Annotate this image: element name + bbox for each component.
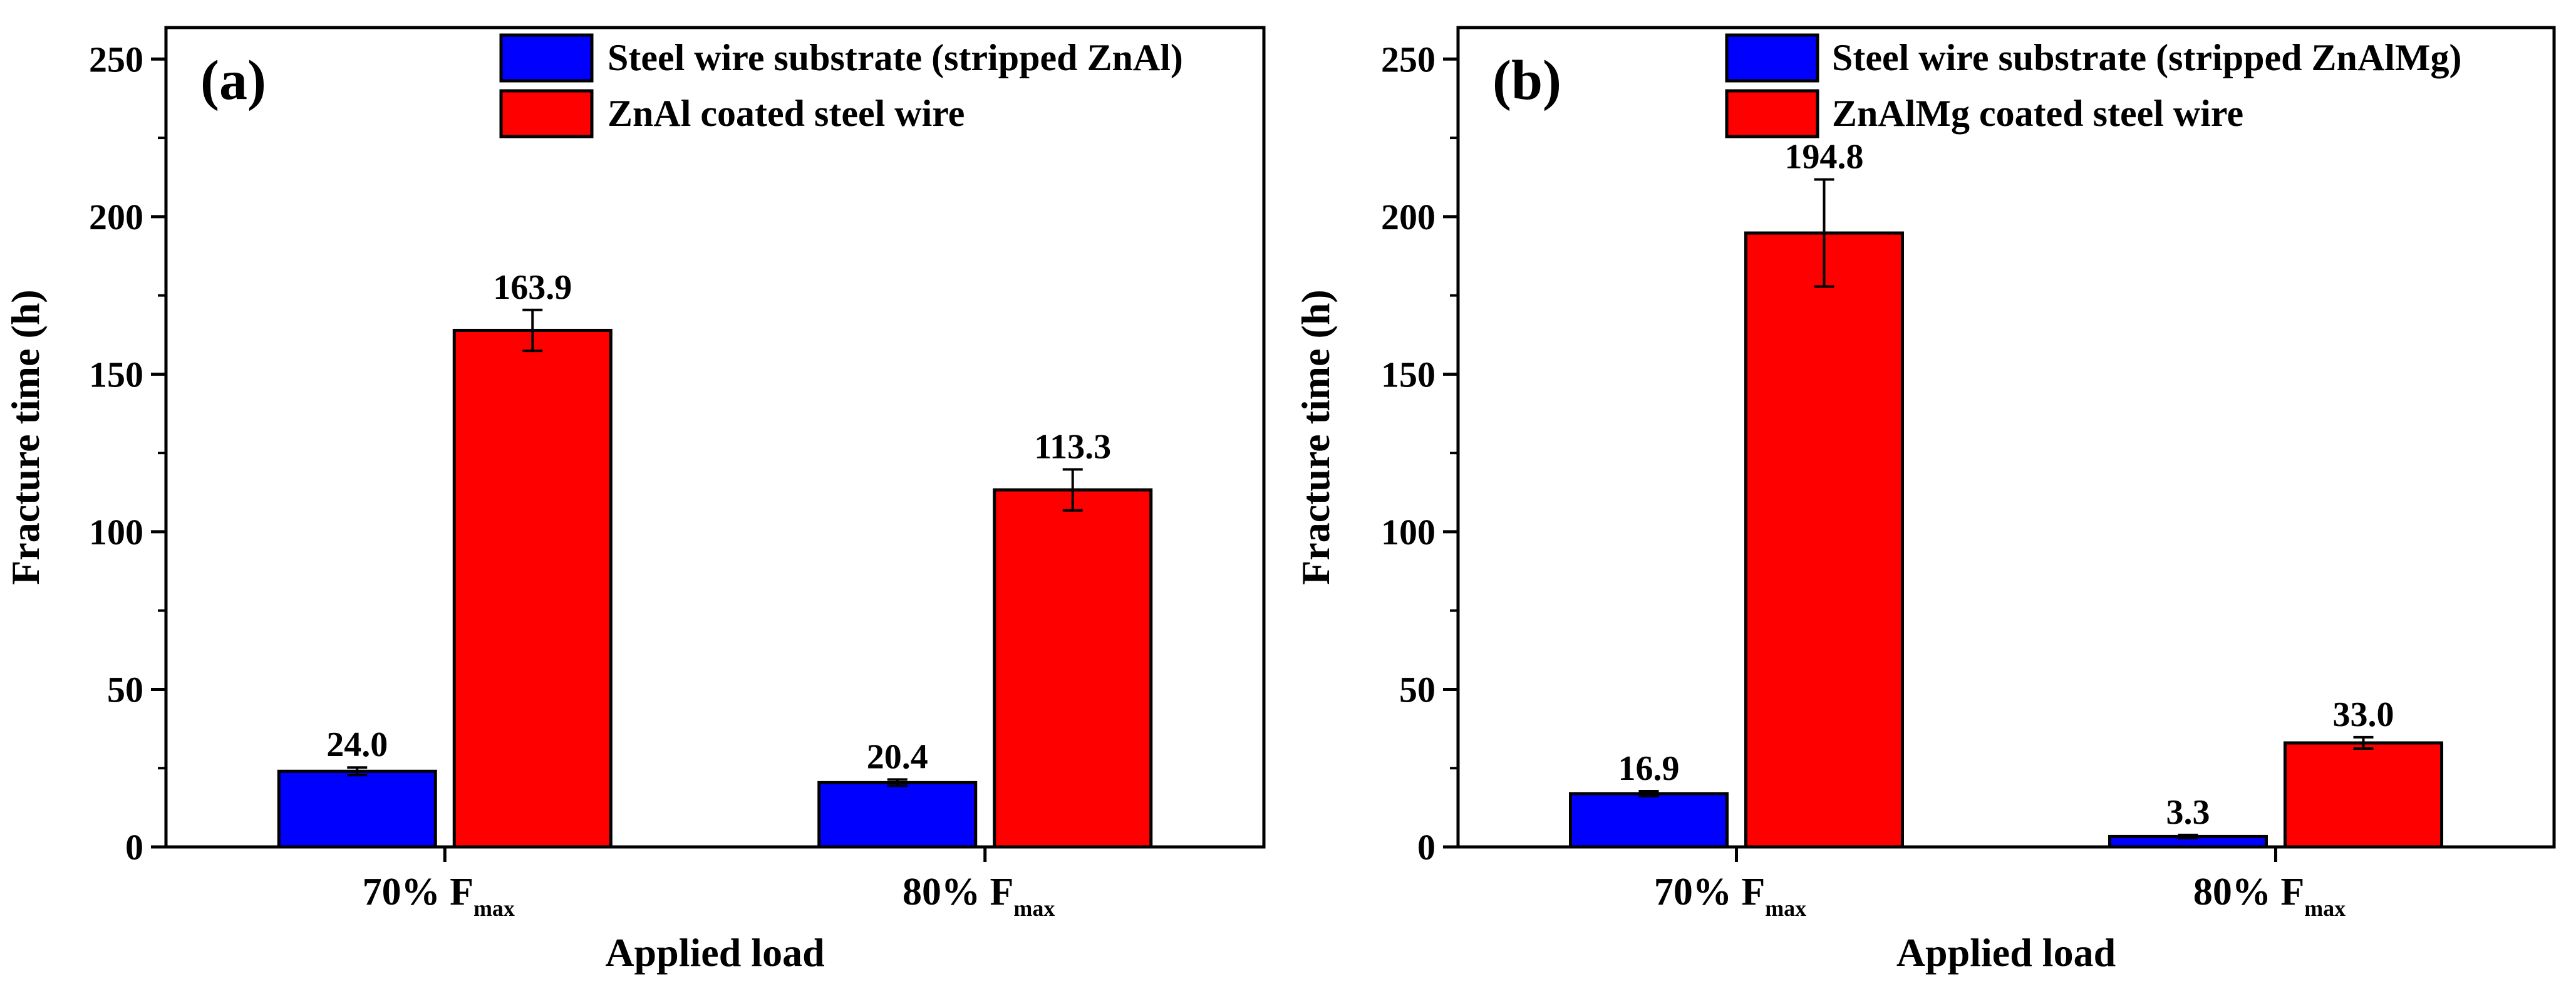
panel-label: (a) — [200, 49, 266, 112]
y-tick-label: 50 — [107, 669, 143, 710]
plot-frame — [164, 26, 1266, 849]
x-category-subscript: max — [473, 896, 515, 921]
bar — [817, 781, 978, 849]
x-category-label: 80% Fmax — [2193, 871, 2346, 921]
bar — [452, 328, 613, 849]
data-label: 194.8 — [1785, 137, 1864, 176]
y-tick-label: 0 — [1417, 827, 1435, 868]
legend-label: ZnAl coated steel wire — [608, 93, 965, 134]
data-label: 3.3 — [2166, 793, 2210, 832]
x-axis-title: Applied load — [605, 930, 824, 975]
y-tick-label: 250 — [1381, 39, 1435, 80]
x-category-subscript: max — [2304, 896, 2346, 921]
x-category-label: 70% Fmax — [1654, 871, 1806, 921]
panel-label: (b) — [1492, 49, 1561, 112]
x-category-label: 80% Fmax — [903, 871, 1055, 921]
x-category-label: 70% Fmax — [363, 871, 515, 921]
legend-swatch — [1725, 89, 1819, 138]
x-category-subscript: max — [1013, 896, 1055, 921]
x-category-subscript: max — [1765, 896, 1806, 921]
y-axis-title: Fracture time (h) — [1293, 289, 1338, 585]
x-category-main: 70% F — [1654, 871, 1765, 913]
data-label: 113.3 — [1034, 427, 1111, 466]
legend-label: Steel wire substrate (stripped ZnAlMg) — [1832, 37, 2461, 78]
legend-swatch — [1725, 33, 1819, 83]
y-tick-label: 150 — [1381, 354, 1435, 395]
bar — [1744, 231, 1904, 849]
y-axis-title: Fracture time (h) — [3, 289, 48, 585]
bar — [2284, 741, 2443, 849]
bar — [993, 488, 1153, 849]
y-tick-label: 100 — [89, 512, 143, 553]
legend-label: Steel wire substrate (stripped ZnAl) — [608, 37, 1183, 78]
y-tick-label: 200 — [1381, 197, 1435, 237]
y-tick-label: 0 — [125, 827, 143, 868]
bar — [277, 769, 437, 849]
bar — [1569, 792, 1729, 849]
panel-a: 0 50 100 150 200 250 Fracture time (h) Applied … — [3, 26, 1266, 975]
y-tick-label: 50 — [1399, 669, 1435, 710]
legend-label: ZnAlMg coated steel wire — [1832, 93, 2243, 134]
data-label: 24.0 — [326, 725, 388, 764]
x-category-main: 70% F — [363, 871, 473, 913]
data-label: 163.9 — [493, 268, 572, 307]
x-category-main: 80% F — [2193, 871, 2304, 913]
panel-b: 0 50 100 150 200 250 Fracture time (h) Applied … — [1293, 26, 2556, 975]
y-tick-label: 100 — [1381, 512, 1435, 553]
legend-swatch — [499, 89, 594, 138]
data-label: 33.0 — [2333, 695, 2394, 734]
y-tick-label: 200 — [89, 197, 143, 237]
legend-swatch — [499, 33, 594, 83]
data-label: 20.4 — [867, 737, 928, 776]
y-tick-label: 150 — [89, 354, 143, 395]
plot-frame — [1456, 26, 2556, 849]
x-axis-title: Applied load — [1896, 930, 2116, 975]
data-label: 16.9 — [1618, 749, 1680, 788]
y-tick-label: 250 — [89, 39, 143, 80]
x-category-main: 80% F — [903, 871, 1013, 913]
